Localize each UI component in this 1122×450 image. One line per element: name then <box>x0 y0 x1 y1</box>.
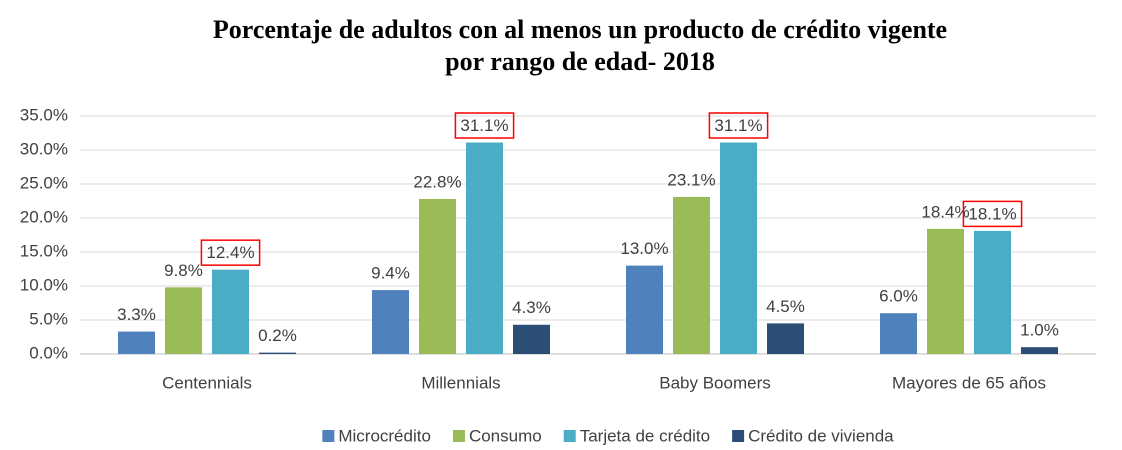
bar <box>673 196 710 354</box>
x-tick-label: Centennials <box>162 373 252 392</box>
bar <box>626 265 663 354</box>
data-label: 9.4% <box>371 264 410 283</box>
bar <box>466 142 503 354</box>
bar <box>165 287 202 354</box>
y-tick-label: 35.0% <box>20 105 68 124</box>
bar <box>880 313 917 354</box>
highlight-box <box>708 112 769 139</box>
bar <box>259 352 296 354</box>
data-label: 0.2% <box>258 326 297 345</box>
legend-swatch <box>732 430 745 442</box>
chart-title: Porcentaje de adultos con al menos un pr… <box>213 15 947 44</box>
legend-label: Consumo <box>469 426 542 445</box>
legend-label: Crédito de vivienda <box>748 426 894 445</box>
data-label: 4.3% <box>512 298 551 317</box>
data-label: 4.5% <box>766 297 805 316</box>
bar <box>720 142 757 354</box>
y-tick-label: 5.0% <box>29 309 68 328</box>
data-label: 9.8% <box>164 261 203 280</box>
chart-title: por rango de edad- 2018 <box>445 47 715 76</box>
y-tick-label: 20.0% <box>20 207 68 226</box>
y-tick-label: 25.0% <box>20 173 68 192</box>
y-tick-label: 15.0% <box>20 241 68 260</box>
y-tick-label: 10.0% <box>20 275 68 294</box>
data-label: 1.0% <box>1020 321 1059 340</box>
bar <box>372 290 409 354</box>
data-label: 18.1% <box>968 204 1016 223</box>
highlight-box <box>454 112 515 139</box>
data-label: 22.8% <box>413 172 461 191</box>
data-label: 13.0% <box>620 239 668 258</box>
legend-swatch <box>563 430 576 442</box>
data-label: 6.0% <box>879 287 918 306</box>
data-label: 31.1% <box>460 116 508 135</box>
data-label: 18.4% <box>921 202 969 221</box>
x-tick-label: Baby Boomers <box>659 373 771 392</box>
bar <box>513 324 550 354</box>
x-tick-label: Millennials <box>421 373 500 392</box>
data-label: 3.3% <box>117 305 156 324</box>
y-tick-label: 0.0% <box>29 343 68 362</box>
highlight-box <box>962 200 1023 228</box>
y-tick-label: 30.0% <box>20 139 68 158</box>
data-label: 12.4% <box>206 243 254 262</box>
legend-swatch <box>452 430 465 442</box>
bar <box>767 323 804 354</box>
data-label: 23.1% <box>667 170 715 189</box>
legend-label: Microcrédito <box>338 426 431 445</box>
bar <box>974 230 1011 354</box>
bar <box>419 198 456 354</box>
bar <box>212 269 249 354</box>
bar <box>1021 347 1058 354</box>
legend-swatch <box>322 430 335 442</box>
x-tick-label: Mayores de 65 años <box>892 373 1046 392</box>
legend-label: Tarjeta de crédito <box>580 426 710 445</box>
bar <box>118 331 155 354</box>
highlight-box <box>200 239 261 266</box>
data-label: 31.1% <box>714 116 762 135</box>
bar <box>927 228 964 354</box>
